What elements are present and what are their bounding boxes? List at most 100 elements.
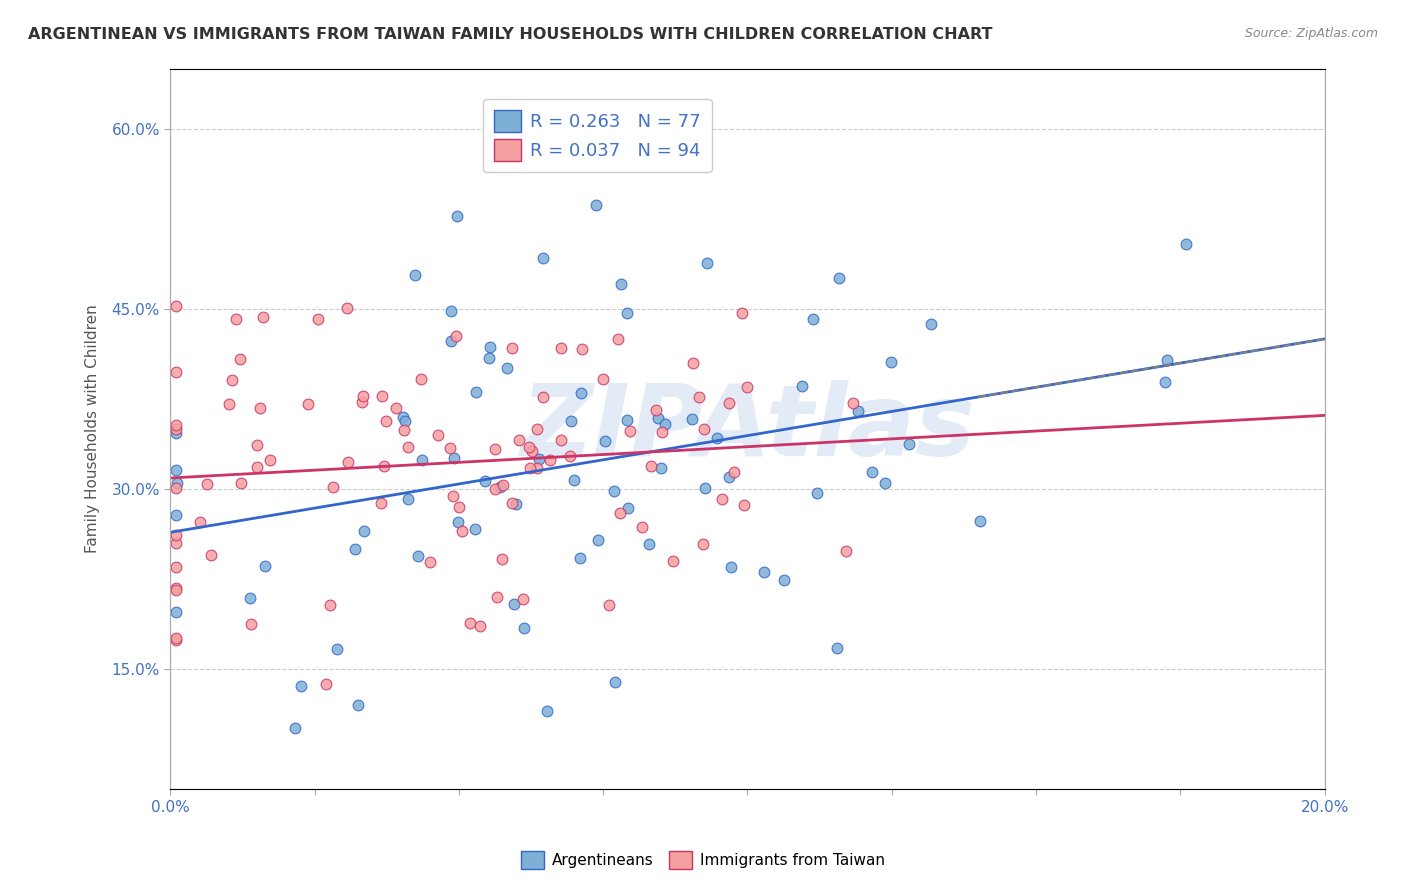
- Point: [520, 444, 543, 458]
- Point: [166, 475, 188, 490]
- Point: [517, 440, 540, 454]
- Point: [325, 641, 347, 656]
- Point: [693, 481, 716, 495]
- Point: [920, 318, 942, 332]
- Point: [391, 409, 413, 424]
- Point: [616, 412, 638, 426]
- Point: [307, 312, 329, 326]
- Point: [571, 342, 593, 356]
- Point: [165, 581, 187, 595]
- Point: [603, 675, 626, 690]
- Point: [165, 605, 187, 619]
- Point: [681, 411, 703, 425]
- Point: [733, 498, 755, 512]
- Point: [446, 209, 468, 223]
- Point: [396, 492, 419, 507]
- Point: [200, 548, 222, 562]
- Point: [221, 373, 243, 387]
- Point: [411, 372, 433, 386]
- Point: [447, 500, 470, 515]
- Point: [491, 551, 513, 566]
- Point: [1175, 236, 1198, 251]
- Point: [531, 390, 554, 404]
- Point: [165, 481, 187, 495]
- Point: [225, 312, 247, 326]
- Point: [616, 306, 638, 320]
- Point: [394, 414, 416, 428]
- Point: [284, 722, 307, 736]
- Point: [607, 332, 630, 346]
- Point: [638, 537, 661, 551]
- Point: [322, 481, 344, 495]
- Point: [246, 459, 269, 474]
- Point: [404, 268, 426, 282]
- Point: [558, 449, 581, 463]
- Point: [735, 380, 758, 394]
- Point: [165, 463, 187, 477]
- Point: [897, 437, 920, 451]
- Point: [447, 515, 470, 529]
- Point: [350, 394, 373, 409]
- Point: [969, 514, 991, 528]
- Point: [718, 396, 741, 410]
- Point: [875, 476, 897, 491]
- Point: [562, 473, 585, 487]
- Point: [827, 640, 849, 655]
- Point: [568, 551, 591, 566]
- Point: [496, 361, 519, 376]
- Point: [396, 440, 419, 454]
- Point: [408, 549, 430, 563]
- Point: [505, 497, 527, 511]
- Point: [246, 438, 269, 452]
- Point: [501, 496, 523, 510]
- Text: Source: ZipAtlas.com: Source: ZipAtlas.com: [1244, 27, 1378, 40]
- Point: [806, 486, 828, 500]
- Point: [374, 414, 396, 428]
- Point: [195, 477, 218, 491]
- Point: [254, 558, 277, 573]
- Point: [165, 418, 187, 433]
- Point: [165, 508, 187, 522]
- Point: [165, 582, 187, 597]
- Point: [1154, 375, 1177, 389]
- Point: [550, 341, 572, 355]
- Point: [860, 465, 883, 479]
- Point: [485, 591, 508, 605]
- Point: [531, 251, 554, 265]
- Point: [218, 397, 240, 411]
- Point: [489, 480, 512, 494]
- Point: [609, 277, 631, 291]
- Point: [560, 414, 582, 428]
- Point: [538, 453, 561, 467]
- Point: [440, 303, 463, 318]
- Point: [592, 372, 614, 386]
- Point: [373, 458, 395, 473]
- Point: [842, 396, 865, 410]
- Point: [479, 340, 502, 354]
- Point: [526, 422, 548, 436]
- Point: [190, 515, 212, 529]
- Point: [718, 470, 741, 484]
- Point: [754, 565, 776, 579]
- Point: [835, 543, 858, 558]
- Point: [443, 450, 465, 465]
- Point: [688, 390, 710, 404]
- Point: [693, 422, 716, 436]
- Point: [165, 426, 187, 441]
- Point: [468, 619, 491, 633]
- Point: [370, 389, 392, 403]
- Point: [392, 423, 415, 437]
- Point: [347, 698, 370, 712]
- Text: ARGENTINEAN VS IMMIGRANTS FROM TAIWAN FAMILY HOUSEHOLDS WITH CHILDREN CORRELATIO: ARGENTINEAN VS IMMIGRANTS FROM TAIWAN FA…: [28, 27, 993, 42]
- Point: [731, 306, 754, 320]
- Point: [344, 542, 367, 557]
- Point: [692, 537, 714, 551]
- Point: [1156, 352, 1178, 367]
- Point: [458, 615, 481, 630]
- Legend: R = 0.263   N = 77, R = 0.037   N = 94: R = 0.263 N = 77, R = 0.037 N = 94: [484, 99, 711, 172]
- Point: [441, 488, 464, 502]
- Point: [696, 256, 718, 270]
- Point: [792, 379, 814, 393]
- Point: [526, 461, 548, 475]
- Point: [682, 356, 704, 370]
